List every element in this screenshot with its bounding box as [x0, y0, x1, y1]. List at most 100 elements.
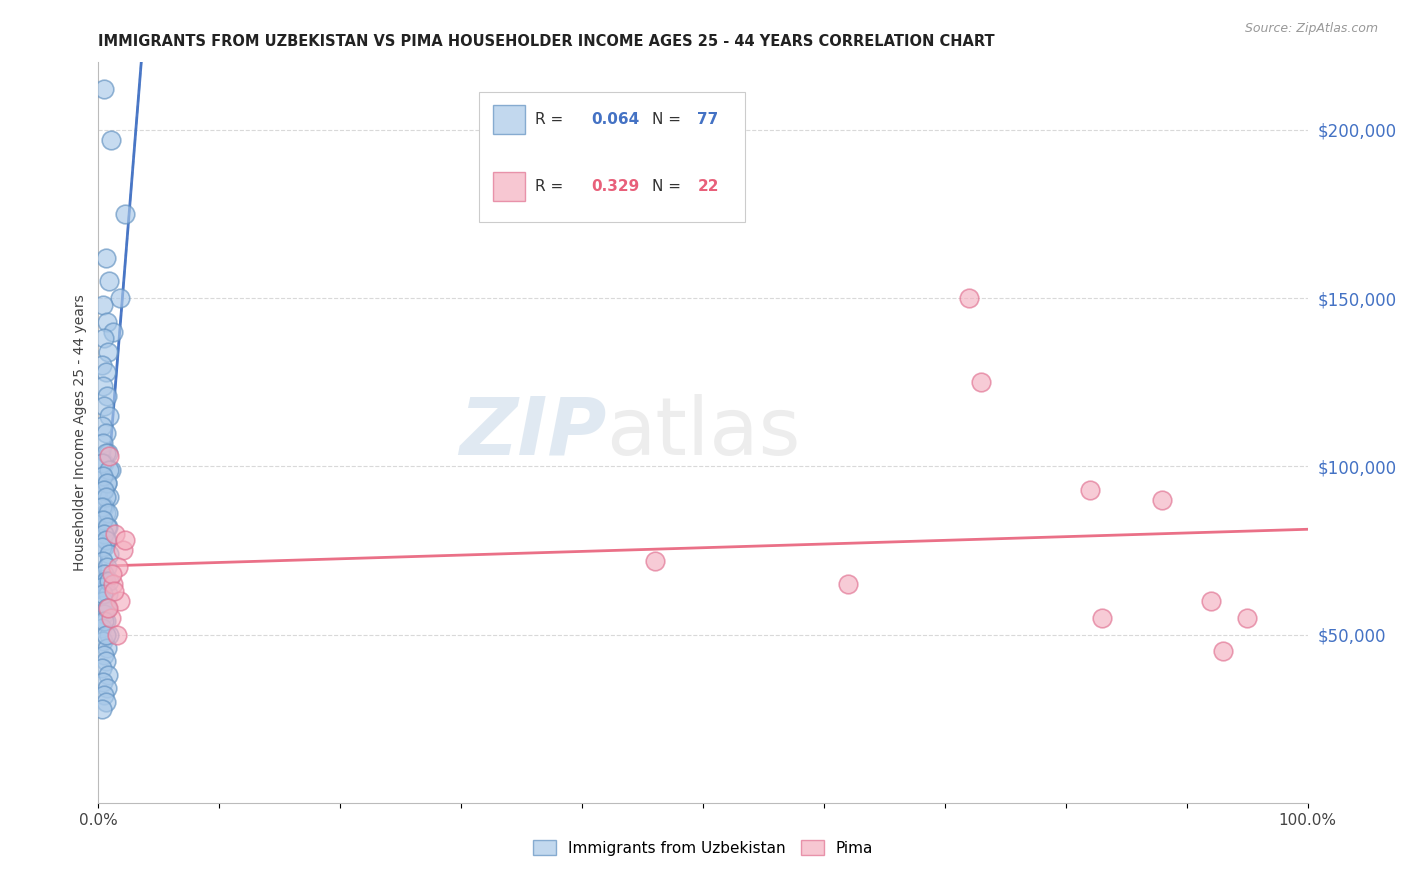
Point [94, 365, 117, 379]
Point [1199, 594, 1222, 608]
Point [91, 513, 114, 527]
Point [94, 655, 117, 669]
Point [97, 668, 120, 682]
Point [91, 587, 114, 601]
Point [970, 375, 993, 389]
Point [98, 462, 121, 476]
Point [96, 476, 118, 491]
Point [96, 533, 118, 548]
Point [97, 507, 120, 521]
Point [94, 533, 117, 548]
Point [93, 456, 115, 470]
Point [100, 566, 122, 581]
Point [97, 344, 120, 359]
Point [644, 553, 666, 567]
Point [114, 207, 136, 221]
Point [98, 409, 121, 423]
Point [100, 133, 122, 147]
Point [1152, 492, 1174, 507]
Point [98, 449, 121, 463]
Point [91, 701, 114, 715]
Point [91, 456, 114, 470]
Point [100, 610, 122, 624]
Point [91, 435, 114, 450]
Point [1212, 644, 1234, 658]
Text: IMMIGRANTS FROM UZBEKISTAN VS PIMA HOUSEHOLDER INCOME AGES 25 - 44 YEARS CORRELA: IMMIGRANTS FROM UZBEKISTAN VS PIMA HOUSE… [98, 34, 995, 49]
Point [96, 388, 118, 402]
Point [94, 446, 117, 460]
Point [91, 674, 114, 689]
Point [100, 462, 122, 476]
Point [97, 446, 120, 460]
Point [94, 614, 117, 628]
Point [91, 298, 114, 312]
Point [94, 251, 117, 265]
Point [94, 574, 117, 588]
Point [97, 520, 120, 534]
Point [93, 82, 115, 96]
Point [97, 587, 120, 601]
Point [104, 526, 127, 541]
Legend: Immigrants from Uzbekistan, Pima: Immigrants from Uzbekistan, Pima [527, 834, 879, 862]
Point [837, 577, 859, 591]
Point [96, 476, 118, 491]
Point [1078, 483, 1101, 497]
Point [91, 469, 114, 483]
Point [94, 627, 117, 641]
Point [107, 560, 129, 574]
Point [91, 500, 114, 514]
Point [93, 526, 115, 541]
Text: ZIP: ZIP [458, 393, 606, 472]
Point [91, 359, 114, 373]
Point [94, 490, 117, 504]
Point [91, 661, 114, 675]
Point [91, 621, 114, 635]
Point [93, 607, 115, 622]
Point [93, 500, 115, 514]
Point [96, 314, 118, 328]
Point [93, 614, 115, 628]
Point [94, 507, 117, 521]
Point [97, 600, 120, 615]
Point [93, 540, 115, 554]
Point [91, 540, 114, 554]
Point [91, 526, 114, 541]
Point [91, 469, 114, 483]
Point [93, 566, 115, 581]
Text: atlas: atlas [606, 393, 800, 472]
Point [91, 634, 114, 648]
Point [101, 577, 124, 591]
Point [96, 640, 118, 655]
Point [93, 648, 115, 662]
Point [93, 399, 115, 413]
Point [96, 600, 118, 615]
Point [93, 688, 115, 702]
Text: Source: ZipAtlas.com: Source: ZipAtlas.com [1244, 22, 1378, 36]
Point [111, 543, 134, 558]
Point [114, 533, 136, 548]
Point [91, 581, 114, 595]
Point [1236, 610, 1258, 624]
Point [93, 331, 115, 345]
Point [1091, 610, 1114, 624]
Point [91, 483, 114, 497]
Y-axis label: Householder Income Ages 25 - 44 years: Householder Income Ages 25 - 44 years [73, 294, 87, 571]
Point [98, 490, 121, 504]
Point [91, 378, 114, 392]
Point [91, 418, 114, 433]
Point [94, 425, 117, 440]
Point [96, 600, 118, 615]
Point [101, 325, 124, 339]
Point [108, 291, 131, 305]
Point [96, 560, 118, 574]
Point [98, 574, 121, 588]
Point [94, 695, 117, 709]
Point [91, 594, 114, 608]
Point [103, 583, 125, 598]
Point [105, 627, 128, 641]
Point [91, 553, 114, 567]
Point [98, 627, 121, 641]
Point [91, 513, 114, 527]
Point [98, 274, 121, 288]
Point [96, 520, 118, 534]
